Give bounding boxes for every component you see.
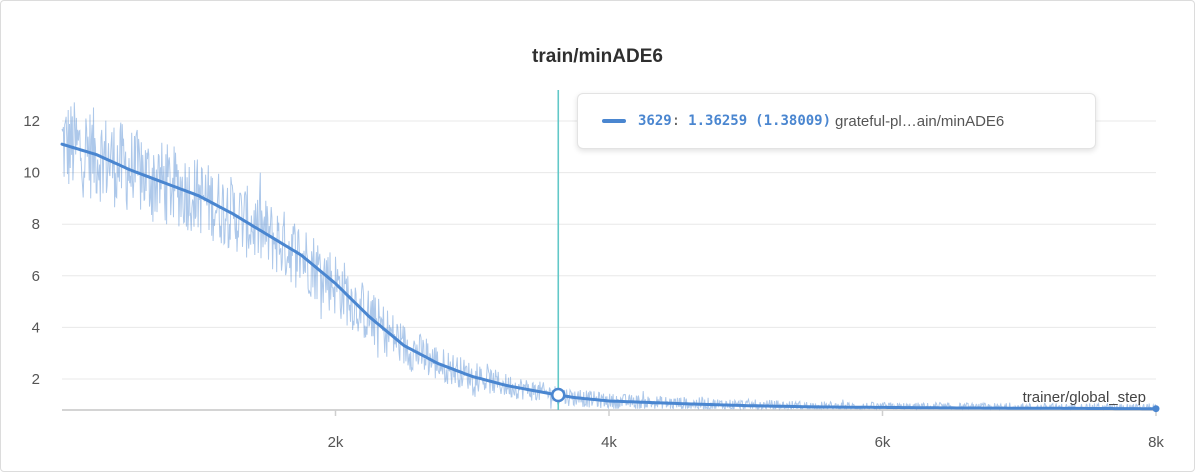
hover-tooltip: 3629 : 1.36259 (1.38009) grateful-pl…ain…: [577, 93, 1096, 149]
tooltip-series-name: grateful-pl…ain/minADE6: [835, 112, 1005, 130]
tooltip-smoothed-value: (1.38009): [755, 113, 832, 129]
x-axis: 2k 4k 6k 8k: [62, 409, 1164, 451]
raw-series-line: [61, 102, 1157, 411]
grid-lines: [62, 120, 1156, 380]
y-tick-label: 6: [32, 268, 40, 285]
x-tick-label: 8k: [1148, 434, 1164, 451]
smoothed-series-line: [60, 142, 1158, 411]
x-axis-title: trainer/global_step: [1023, 389, 1146, 406]
series-color-swatch: [602, 119, 626, 123]
hover-point-marker: [551, 387, 566, 403]
x-tick-label: 4k: [601, 434, 617, 451]
y-tick-label: 2: [32, 371, 40, 388]
tooltip-step: 3629: [638, 113, 672, 129]
y-axis-ticks: 2 4 6 8 10 12: [23, 113, 40, 388]
y-tick-label: 10: [23, 165, 40, 182]
tooltip-separator: :: [671, 113, 681, 129]
y-tick-label: 8: [32, 216, 40, 233]
series-end-marker: [1152, 405, 1160, 413]
y-tick-label: 12: [23, 113, 40, 130]
y-tick-label: 4: [32, 319, 40, 336]
x-tick-label: 2k: [328, 434, 344, 451]
tooltip-value: 1.36259: [688, 113, 748, 129]
chart-title: train/minADE6: [532, 46, 663, 67]
x-tick-label: 6k: [875, 434, 891, 451]
